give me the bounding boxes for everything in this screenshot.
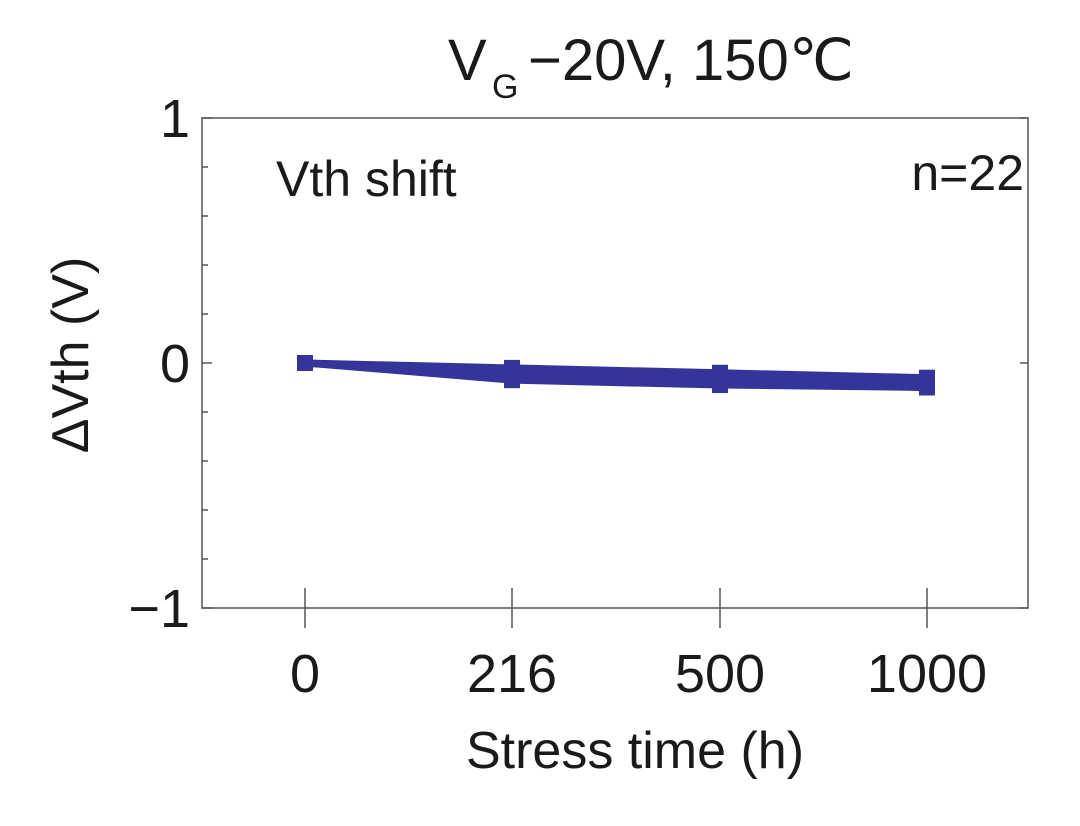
chart-title-v: V (448, 28, 487, 93)
x-axis-title: Stress time (h) (466, 722, 804, 780)
chart-title: V G −20V, 150℃ (448, 28, 854, 106)
chart-title-subscript: G (492, 68, 518, 106)
y-tick-label: 0 (160, 334, 190, 394)
y-tick-label: 1 (160, 89, 190, 149)
y-axis-title: ΔVth (V) (42, 257, 100, 454)
x-axis-ticks: 0 216 500 1000 (290, 588, 987, 704)
x-tick-label: 216 (467, 644, 557, 704)
series-lines (304, 359, 928, 391)
annotation-vth-shift: Vth shift (276, 151, 457, 207)
data-point (712, 377, 728, 394)
series-line (304, 359, 928, 391)
chart-title-rest: −20V, 150℃ (528, 28, 854, 93)
y-axis-ticks: −1 0 1 (128, 89, 1028, 639)
data-point (504, 372, 520, 389)
x-tick-label: 500 (675, 644, 765, 704)
data-point (919, 379, 935, 396)
x-tick-label: 1000 (867, 644, 987, 704)
annotation-sample-count: n=22 (911, 145, 1024, 201)
y-tick-label: −1 (128, 579, 190, 639)
x-tick-label: 0 (290, 644, 320, 704)
data-markers (297, 355, 935, 396)
data-point (297, 355, 313, 371)
